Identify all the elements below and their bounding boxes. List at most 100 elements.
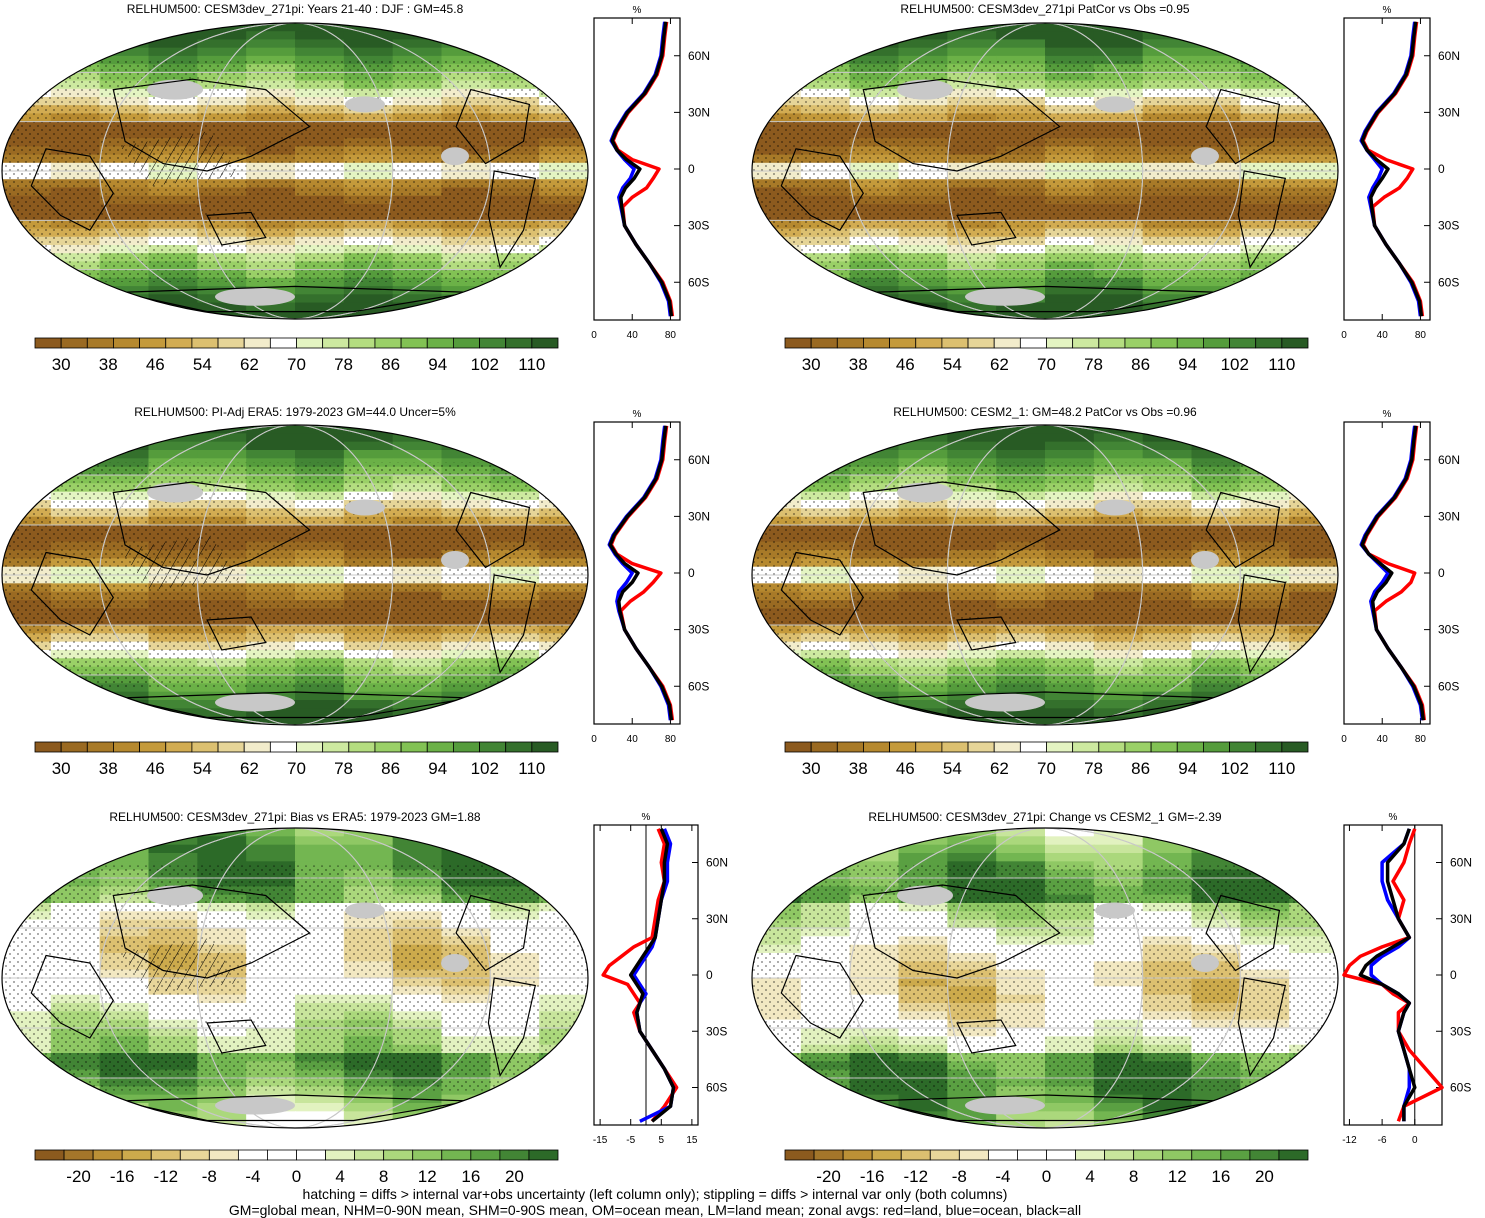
map-cell: [849, 253, 900, 263]
map-cell: [849, 179, 900, 189]
map-cell: [343, 458, 394, 468]
map-cell: [1191, 886, 1242, 896]
map-cell: [441, 836, 492, 846]
map-cell: [148, 625, 199, 635]
map-cell: [947, 994, 998, 1004]
map-cell: [849, 1019, 900, 1029]
map-cell: [1093, 269, 1144, 279]
map-cell: [490, 31, 541, 41]
map-cell: [2, 171, 52, 181]
map-cell: [99, 700, 150, 710]
colorbar-box: [993, 337, 1021, 349]
map-cell: [441, 88, 492, 98]
map-cell: [295, 441, 345, 451]
map-cell: [1045, 911, 1095, 921]
map-cell: [1045, 928, 1095, 938]
map-cell: [898, 708, 949, 718]
map-cell: [1045, 1044, 1095, 1054]
map-cell: [246, 113, 296, 123]
map-cell: [2, 129, 52, 140]
map-cell: [996, 277, 1046, 288]
map-field: [752, 828, 1338, 1128]
colorbar-tick-label: 70: [287, 355, 306, 374]
map-cell: [898, 138, 949, 148]
colorbar-box: [412, 1149, 443, 1161]
map-cell: [800, 944, 851, 954]
colorbar-box: [113, 741, 140, 753]
map-cell: [2, 600, 52, 610]
map-cell: [752, 441, 802, 451]
map-cell: [800, 236, 851, 246]
map-cell: [752, 600, 802, 610]
map-cell: [148, 269, 199, 279]
map-cell: [947, 878, 998, 888]
map-cell: [849, 911, 900, 921]
map-cell: [996, 658, 1046, 668]
map-cell: [539, 844, 588, 854]
map-cell: [1240, 861, 1291, 871]
map-cell: [197, 886, 248, 896]
map-cell: [849, 228, 900, 238]
map-cell: [539, 310, 588, 319]
map-cell: [947, 187, 998, 197]
colorbar-box: [267, 1149, 297, 1161]
map-cell: [996, 146, 1046, 156]
map-cell: [539, 39, 588, 49]
map-cell: [99, 179, 150, 189]
map-cell: [392, 310, 443, 319]
map-cell: [752, 1103, 802, 1113]
map-cell: [849, 105, 900, 115]
map-cell: [441, 944, 492, 954]
map-cell: [2, 491, 52, 501]
map-cell: [996, 55, 1046, 66]
profile-line-land: [609, 425, 675, 721]
map-cell: [1045, 658, 1095, 668]
map-cell: [441, 138, 492, 148]
meridian-line: [849, 828, 1241, 1128]
map-cell: [996, 575, 1046, 585]
map-cell: [849, 936, 900, 946]
map-cell: [246, 658, 296, 668]
colorbar-box: [243, 337, 271, 349]
map-cell: [2, 450, 52, 460]
map-cell: [1191, 936, 1242, 946]
map-cell: [1045, 146, 1095, 156]
map-cell: [99, 1019, 150, 1029]
map-cell: [343, 1103, 394, 1113]
map-cell: [148, 525, 199, 535]
map-cell: [50, 928, 101, 938]
map-cell: [898, 550, 949, 560]
map-cell: [343, 302, 394, 312]
profile-line-ocean: [1359, 425, 1425, 721]
map-cell: [849, 1011, 900, 1021]
map-cell: [898, 47, 949, 57]
map-cell: [1289, 583, 1338, 593]
map-cell: [996, 1103, 1046, 1113]
map-cell: [800, 1019, 851, 1029]
map-cell: [99, 1094, 150, 1104]
map-cell: [849, 433, 900, 443]
map-cell: [1142, 641, 1193, 651]
map-cell: [99, 641, 150, 651]
map-panel: [1, 827, 589, 1129]
map-cell: [1093, 616, 1144, 626]
map-cell: [246, 525, 296, 535]
map-cell: [50, 1086, 101, 1096]
map-cell: [197, 64, 248, 74]
map-cell: [898, 944, 949, 954]
map-cell: [392, 129, 443, 140]
map-cell: [392, 253, 443, 263]
map-cell: [1045, 500, 1095, 510]
map-cell: [490, 458, 541, 468]
map-cell: [898, 310, 949, 319]
map-cell: [50, 1069, 101, 1079]
map-cell: [1289, 466, 1338, 476]
colorbar-box: [784, 1149, 815, 1161]
map-field: [2, 828, 588, 1128]
map-cell: [343, 433, 394, 443]
colorbar-tick-label: 12: [1168, 1167, 1187, 1186]
map-cell: [343, 47, 394, 57]
map-cell: [2, 39, 52, 49]
colorbar-tick-label: 46: [896, 355, 915, 374]
map-cell: [295, 97, 345, 107]
